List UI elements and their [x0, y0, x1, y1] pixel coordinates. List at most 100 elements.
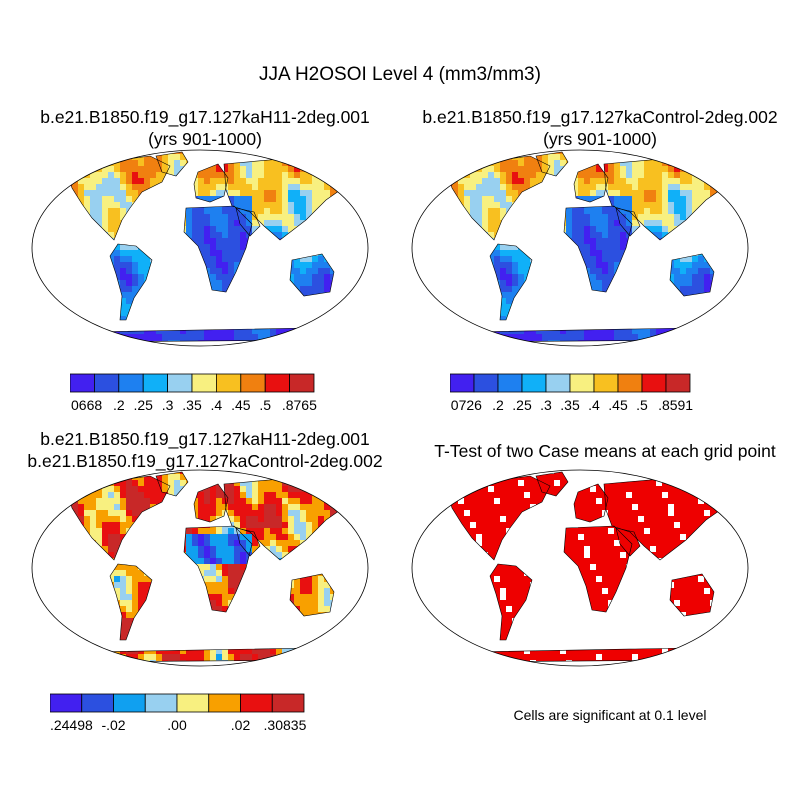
colorbar-tick-label: .45: [608, 397, 628, 413]
coastline-south-america: [109, 243, 153, 321]
colorbar-tick-label: .2: [113, 397, 125, 413]
panel-title-case1-line2: (yrs 901-1000): [148, 129, 262, 149]
coastline-north-america: [67, 155, 171, 241]
colorbar-tick-label: .3: [162, 397, 174, 413]
panel-title-ttest: T-Test of two Case means at each grid po…: [400, 440, 800, 462]
panel-title-case1-line1: b.e21.B1850.f19_g17.127kaH11-2deg.001: [40, 107, 370, 127]
colorbar-tick-label: -.24498: [50, 717, 93, 733]
colorbar-swatch: [641, 373, 667, 393]
colorbar-swatch: [70, 373, 95, 393]
coastline-africa: [183, 205, 253, 293]
colorbar-case1: .0668 .2 .25 .3 .35 .4 .45 .5 .8765: [70, 373, 317, 413]
map-panel-ttest: [411, 469, 749, 667]
coastline-australia: [289, 573, 335, 617]
colorbar-swatch: [93, 373, 120, 393]
colorbar-tick-label: .30835: [264, 717, 307, 733]
colorbar-tick-label: .8765: [282, 397, 317, 413]
colorbar-swatch: [240, 693, 273, 713]
coastline-arabia: [235, 207, 261, 237]
coastline-africa: [183, 525, 253, 613]
panel-title-diff: b.e21.B1850.f19_g17.127kaH11-2deg.001 b.…: [0, 428, 410, 472]
colorbar-swatch: [497, 373, 523, 393]
panel-title-case1: b.e21.B1850.f19_g17.127kaH11-2deg.001 (y…: [0, 106, 410, 150]
colorbar-swatch: [450, 373, 475, 393]
colorbar-tick-label: .02: [231, 717, 251, 733]
coastline-europe: [193, 163, 229, 203]
page-title: JJA H2OSOI Level 4 (mm3/mm3): [259, 64, 541, 85]
coastline-south-america: [489, 563, 533, 641]
colorbar-swatch: [50, 693, 83, 713]
colorbar-swatch: [81, 693, 114, 713]
map-frame: [411, 469, 749, 667]
coastline-south-america: [109, 563, 153, 641]
colorbar-swatch: [665, 373, 691, 393]
colorbar-swatch: [167, 373, 193, 393]
coastline-australia: [669, 253, 715, 297]
coastline-greenland: [155, 151, 189, 177]
coastline-australia: [289, 253, 335, 297]
colorbar-tick-label: .5: [636, 397, 648, 413]
map-frame: [31, 469, 369, 667]
coastline-europe: [573, 163, 609, 203]
colorbar-tick-label: .8591: [658, 397, 693, 413]
colorbar-swatch: [144, 693, 178, 713]
colorbar-tick-label: .35: [182, 397, 202, 413]
colorbar-tick-label: .5: [259, 397, 271, 413]
colorbar-swatch: [118, 373, 144, 393]
coastline-greenland: [535, 151, 569, 177]
colorbar-swatch: [191, 373, 217, 393]
colorbar-swatch: [521, 373, 547, 393]
colorbar-diff: -.24498 -.02 .00 .02 .30835: [50, 693, 307, 733]
coastline-arabia: [235, 527, 261, 557]
coastline-south-america: [489, 243, 533, 321]
panel-title-diff-line2: b.e21.B1850.f19_g17.127kaControl-2deg.00…: [27, 451, 383, 471]
map-panel-diff: [31, 469, 369, 667]
coastline-north-america: [447, 475, 551, 561]
map-panel-case2: [411, 149, 749, 347]
coastline-north-america: [67, 475, 171, 561]
colorbar-tick-label: .0668: [70, 397, 102, 413]
colorbar-tick-label: .4: [588, 397, 600, 413]
panel-title-diff-line1: b.e21.B1850.f19_g17.127kaH11-2deg.001: [40, 429, 370, 449]
coastline-arabia: [615, 527, 641, 557]
colorbar-swatch: [208, 693, 241, 713]
coastline-europe: [193, 483, 229, 523]
colorbar-tick-label: .4: [211, 397, 223, 413]
panel-title-case2-line1: b.e21.B1850.f19_g17.127kaControl-2deg.00…: [422, 107, 778, 127]
colorbar-swatch: [545, 373, 571, 393]
colorbar-swatch: [593, 373, 619, 393]
colorbar-swatch: [176, 693, 210, 713]
colorbar-case2: .0726 .2 .25 .3 .35 .4 .45 .5 .8591: [450, 373, 693, 413]
colorbar-tick-label: .2: [492, 397, 504, 413]
colorbar-swatch: [271, 693, 305, 713]
map-frame: [411, 149, 749, 347]
colorbar-tick-label: .0726: [450, 397, 482, 413]
map-frame: [31, 149, 369, 347]
significance-note: Cells are significant at 0.1 level: [513, 707, 707, 723]
colorbar-tick-label: .3: [540, 397, 552, 413]
colorbar-swatch: [215, 373, 242, 393]
coastline-greenland: [535, 471, 569, 497]
colorbar-tick-label: .25: [133, 397, 153, 413]
coastline-australia: [669, 573, 715, 617]
coastline-europe: [573, 483, 609, 523]
colorbar-swatch: [617, 373, 643, 393]
panel-title-case2-line2: (yrs 901-1000): [543, 129, 657, 149]
panel-title-case2: b.e21.B1850.f19_g17.127kaControl-2deg.00…: [395, 106, 800, 150]
colorbar-tick-label: .35: [560, 397, 580, 413]
coastline-greenland: [155, 471, 189, 497]
colorbar-swatch: [240, 373, 266, 393]
coastline-africa: [563, 525, 633, 613]
colorbar-swatch: [142, 373, 168, 393]
map-panel-case1: [31, 149, 369, 347]
colorbar-tick-label: .25: [512, 397, 532, 413]
coastline-arabia: [615, 207, 641, 237]
colorbar-swatch: [569, 373, 595, 393]
panel-title-ttest-line1: T-Test of two Case means at each grid po…: [434, 441, 776, 461]
colorbar-tick-label: .00: [167, 717, 187, 733]
coastline-north-america: [447, 155, 551, 241]
colorbar-tick-label: .45: [231, 397, 251, 413]
colorbar-swatch: [473, 373, 499, 393]
colorbar-swatch: [113, 693, 146, 713]
colorbar-swatch: [264, 373, 290, 393]
